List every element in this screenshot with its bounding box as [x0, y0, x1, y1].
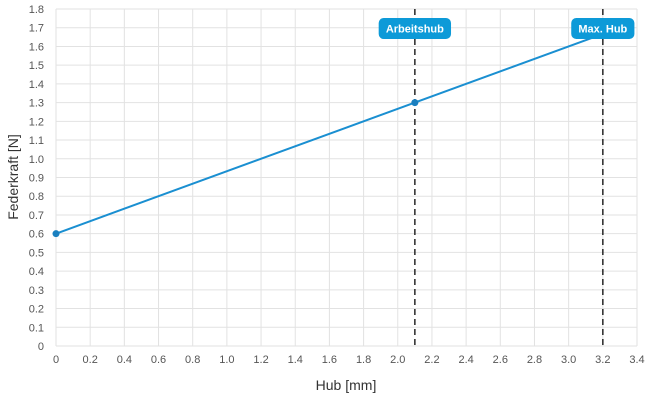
x-tick-label: 1.6: [322, 354, 337, 366]
x-tick-label: 3.4: [629, 354, 644, 366]
y-tick-label: 0: [38, 341, 44, 353]
x-tick-label: 2.8: [527, 354, 542, 366]
y-tick-label: 1.1: [29, 135, 44, 147]
y-tick-label: 1.0: [29, 154, 44, 166]
x-tick-label: 2.2: [424, 354, 439, 366]
y-tick-label: 0.9: [29, 173, 44, 185]
reference-label-badge: Arbeitshub: [378, 18, 452, 39]
y-tick-label: 1.7: [29, 23, 44, 35]
x-tick-label: 2.0: [390, 354, 405, 366]
x-tick-label: 0.8: [185, 354, 200, 366]
data-point-marker: [52, 230, 60, 238]
x-tick-label: 0: [53, 354, 59, 366]
reference-label-text: Arbeitshub: [386, 24, 444, 36]
reference-label-background: [378, 18, 452, 39]
x-tick-label: 1.2: [253, 354, 268, 366]
y-tick-label: 0.8: [29, 191, 44, 203]
x-tick-label: 1.4: [288, 354, 303, 366]
x-tick-label: 3.0: [561, 354, 576, 366]
y-axis-title: Federkraft [N]: [5, 134, 21, 220]
y-tick-label: 1.5: [29, 60, 44, 72]
y-tick-label: 1.2: [29, 116, 44, 128]
x-tick-label: 0.4: [117, 354, 132, 366]
x-tick-label: 3.2: [595, 354, 610, 366]
y-tick-label: 1.4: [29, 79, 44, 91]
y-tick-label: 1.6: [29, 41, 44, 53]
x-tick-label: 0.2: [83, 354, 98, 366]
x-tick-label: 1.0: [219, 354, 234, 366]
grid-layer: [55, 8, 638, 347]
y-tick-label: 1.8: [29, 4, 44, 16]
marker-layer: [52, 99, 419, 238]
data-point-marker: [411, 99, 419, 107]
y-tick-label: 0.4: [29, 266, 44, 278]
y-tick-label: 0.1: [29, 322, 44, 334]
y-tick-label: 0.7: [29, 210, 44, 222]
y-tick-label: 0.2: [29, 304, 44, 316]
x-tick-label: 0.6: [151, 354, 166, 366]
x-tick-label: 2.4: [458, 354, 473, 366]
reference-label-text: Max. Hub: [578, 24, 627, 36]
x-tick-label: 1.8: [356, 354, 371, 366]
y-tick-label: 0.6: [29, 229, 44, 241]
x-tick-label: 2.6: [493, 354, 508, 366]
x-axis-title: Hub [mm]: [316, 377, 377, 393]
y-tick-label: 0.3: [29, 285, 44, 297]
badge-layer: Arbeitshub Max. Hub: [378, 18, 635, 39]
y-tick-label: 1.3: [29, 98, 44, 110]
y-tick-label: 0.5: [29, 247, 44, 259]
reference-label-badge: Max. Hub: [571, 18, 635, 39]
tick-label-layer: 0 0.2 0.4 0.6 0.8 1.0 1.2 1.4 1.6 1.8 2.0 2.2 2.4 2.6…: [29, 4, 645, 366]
reference-label-background: [571, 18, 635, 39]
vline-layer: [414, 9, 604, 346]
